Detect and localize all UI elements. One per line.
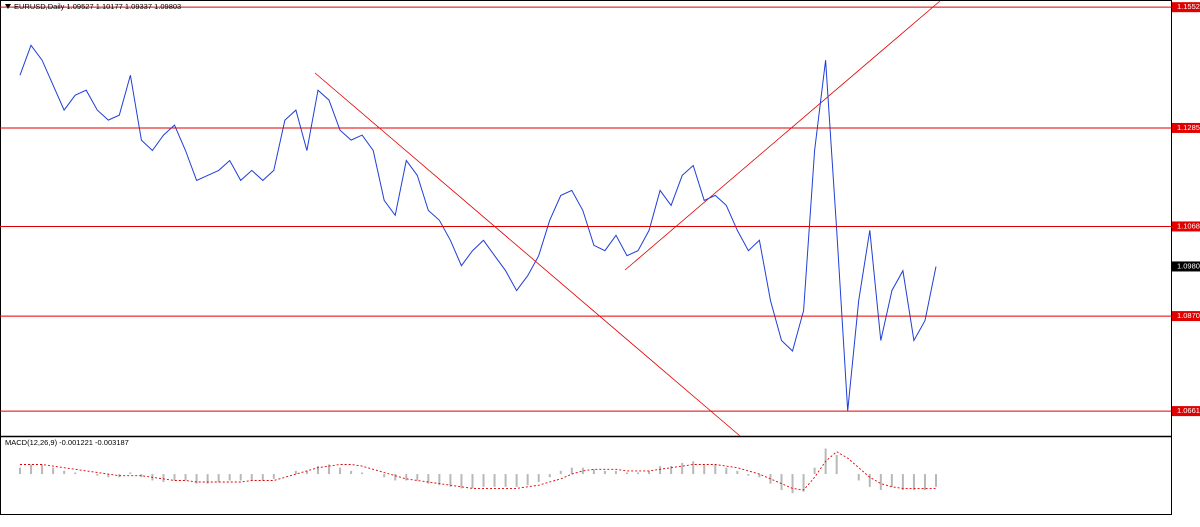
level-box [1172, 122, 1200, 133]
signal-line [20, 451, 936, 491]
macd-title: MACD(12,26,9) -0.001221 -0.003187 [5, 438, 129, 447]
trend-line [314, 72, 741, 437]
last-price-label: 1.09803 [1177, 261, 1200, 270]
label-layer: 1.15520 1.12857 1.10685 1.08709 1.06614 1.098… [1172, 2, 1200, 417]
level-box [1172, 2, 1200, 13]
level-label: 1.12857 [1177, 123, 1200, 132]
chart-title: EURUSD,Daily 1.09527 1.10177 1.09337 1.0… [14, 2, 181, 11]
level-label: 1.06614 [1177, 406, 1200, 415]
level-box [1172, 406, 1200, 417]
chart-frame [0, 0, 1172, 515]
level-box [1172, 311, 1200, 322]
mark-layer [0, 6, 1172, 494]
level-label: 1.08709 [1177, 311, 1200, 320]
price-line [19, 44, 937, 411]
level-label: 1.15520 [1177, 2, 1200, 11]
trend-line [624, 0, 941, 271]
last-price-box [1172, 261, 1200, 272]
level-box [1172, 221, 1200, 232]
level-label: 1.10685 [1177, 221, 1200, 230]
collapse-arrow[interactable] [5, 4, 11, 9]
